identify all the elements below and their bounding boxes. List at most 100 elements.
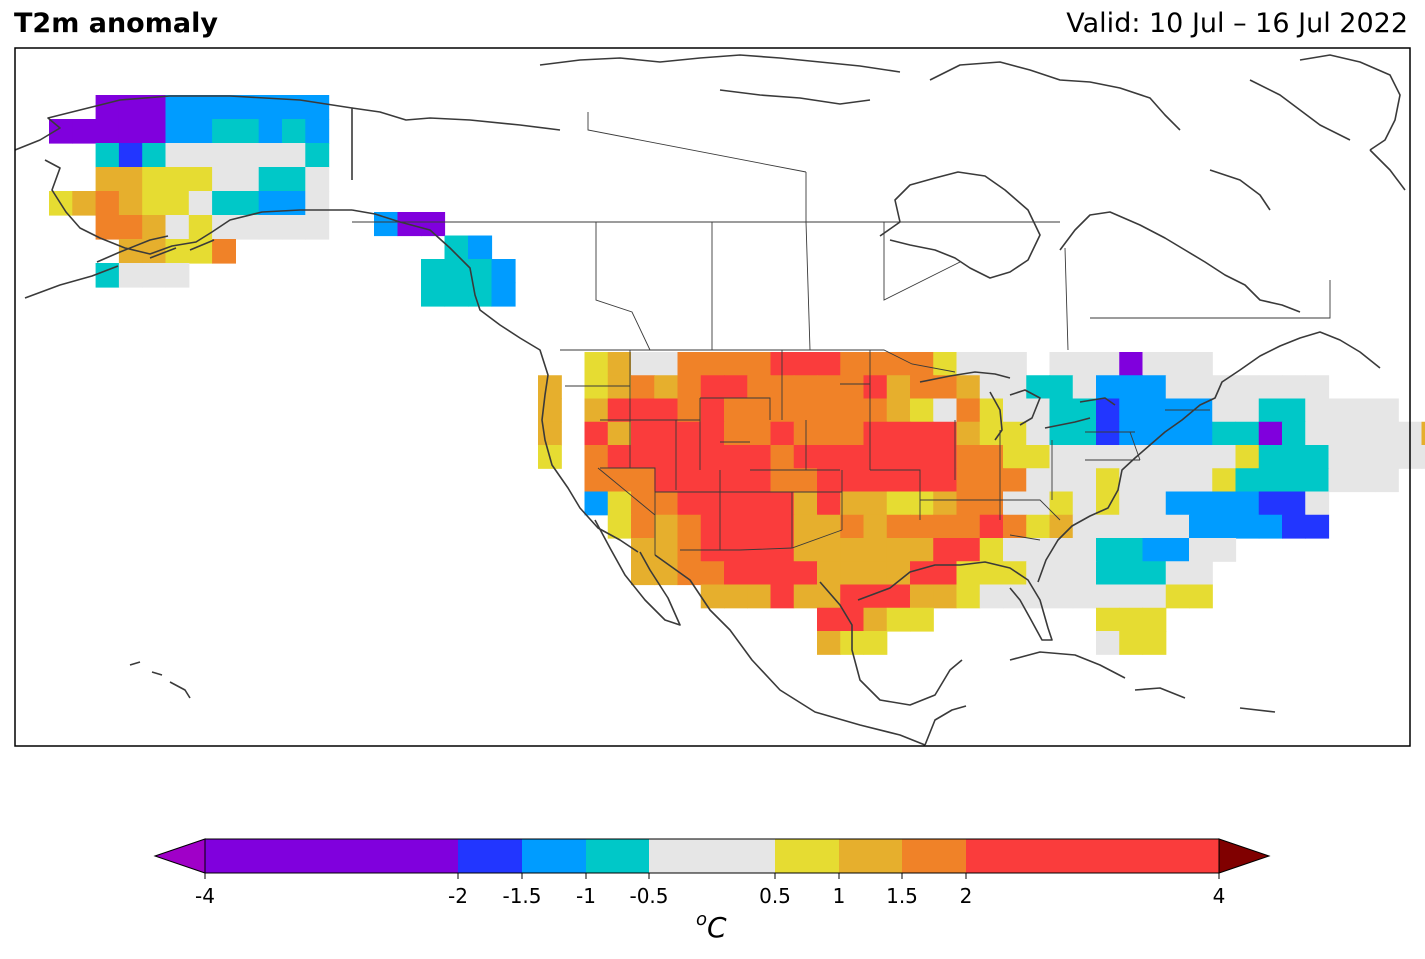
anomaly-cell <box>1026 468 1051 493</box>
anomaly-cell <box>1189 468 1213 493</box>
anomaly-cell <box>1189 538 1213 562</box>
anomaly-cell <box>1375 468 1399 493</box>
anomaly-cell <box>1072 561 1097 586</box>
anomaly-cell <box>770 538 795 562</box>
anomaly-cell <box>1096 631 1120 655</box>
anomaly-cell <box>1305 491 1330 516</box>
anomaly-cell <box>910 398 934 423</box>
anomaly-cell <box>817 445 841 469</box>
anomaly-cell <box>305 119 330 144</box>
anomaly-cell <box>770 514 795 539</box>
anomaly-cell <box>654 352 679 376</box>
anomaly-cell <box>1235 375 1260 400</box>
anomaly-cell <box>1003 398 1027 423</box>
anomaly-cell <box>235 215 260 240</box>
anomaly-cell <box>1258 468 1283 493</box>
anomaly-cell <box>468 282 493 307</box>
anomaly-cell <box>631 538 655 562</box>
anomaly-cell <box>1142 421 1167 446</box>
anomaly-cell <box>747 561 772 586</box>
anomaly-cell <box>607 398 632 423</box>
anomaly-cell <box>1049 375 1074 400</box>
anomaly-cell <box>1003 491 1027 516</box>
anomaly-cell <box>1189 352 1213 376</box>
anomaly-cell <box>933 538 958 562</box>
anomaly-cell <box>235 119 260 144</box>
anomaly-cell <box>840 561 865 586</box>
anomaly-cell <box>1072 584 1097 609</box>
anomaly-cell <box>118 95 143 120</box>
anomaly-cell <box>910 468 934 493</box>
anomaly-cell <box>1189 421 1213 446</box>
anomaly-cell <box>1049 421 1074 446</box>
anomaly-cell <box>1328 421 1353 446</box>
anomaly-cell <box>72 191 97 216</box>
anomaly-cell <box>142 95 167 120</box>
anomaly-cell <box>1142 607 1167 632</box>
anomaly-cell <box>1142 514 1167 539</box>
anomaly-cell <box>724 375 748 400</box>
unit-superscript: o <box>696 909 707 930</box>
colorbar-bin-7 <box>902 839 966 873</box>
anomaly-cell <box>956 538 981 562</box>
anomaly-cell <box>1421 421 1425 446</box>
colorbar-outline <box>204 838 1220 874</box>
anomaly-cell <box>863 445 888 469</box>
anomaly-cell <box>1003 468 1027 493</box>
anomaly-cell <box>421 282 446 307</box>
anomaly-cell <box>863 398 888 423</box>
anomaly-cell <box>1049 352 1074 376</box>
anomaly-cell <box>910 514 934 539</box>
anomaly-cell <box>956 352 981 376</box>
anomaly-cell <box>979 491 1004 516</box>
anomaly-cell <box>1165 491 1190 516</box>
anomaly-cell <box>1282 398 1306 423</box>
anomaly-cell <box>1189 584 1213 609</box>
anomaly-cell <box>654 491 679 516</box>
anomaly-cell <box>747 421 772 446</box>
anomaly-cell <box>1189 514 1213 539</box>
anomaly-cell <box>212 119 236 144</box>
anomaly-cell <box>1049 468 1074 493</box>
anomaly-cell <box>444 282 469 307</box>
anomaly-cell <box>1072 445 1097 469</box>
anomaly-cell <box>979 375 1004 400</box>
anomaly-cell <box>1142 561 1167 586</box>
anomaly-cell <box>1328 445 1353 469</box>
anomaly-cell <box>886 375 911 400</box>
anomaly-grid <box>49 95 1425 655</box>
anomaly-cell <box>1049 514 1074 539</box>
anomaly-cell <box>979 514 1004 539</box>
anomaly-cell <box>654 538 679 562</box>
anomaly-cell <box>631 375 655 400</box>
anomaly-cell <box>1282 491 1306 516</box>
anomaly-cell <box>886 445 911 469</box>
anomaly-cell <box>1049 398 1074 423</box>
anomaly-cell <box>1212 375 1237 400</box>
anomaly-cell <box>886 398 911 423</box>
anomaly-cell <box>1119 468 1144 493</box>
anomaly-cell <box>886 584 911 609</box>
anomaly-cell <box>1072 421 1097 446</box>
anomaly-cell <box>1072 538 1097 562</box>
anomaly-cell <box>1026 375 1051 400</box>
anomaly-cell <box>724 514 748 539</box>
map-frame <box>14 47 1411 747</box>
unit-symbol: C <box>707 911 727 944</box>
anomaly-cell <box>1189 375 1213 400</box>
colorbar-bin-1 <box>458 839 522 873</box>
anomaly-cell <box>770 561 795 586</box>
anomaly-cell <box>933 514 958 539</box>
anomaly-cell <box>654 398 679 423</box>
anomaly-cell <box>538 421 562 446</box>
anomaly-cell <box>1119 607 1144 632</box>
anomaly-cell <box>1119 445 1144 469</box>
anomaly-cell <box>979 421 1004 446</box>
anomaly-cell <box>374 212 399 237</box>
anomaly-cell <box>1351 398 1376 423</box>
anomaly-cell <box>235 167 260 192</box>
anomaly-cell <box>817 352 841 376</box>
anomaly-cell <box>165 215 190 240</box>
anomaly-cell <box>282 215 306 240</box>
anomaly-cell <box>840 445 865 469</box>
